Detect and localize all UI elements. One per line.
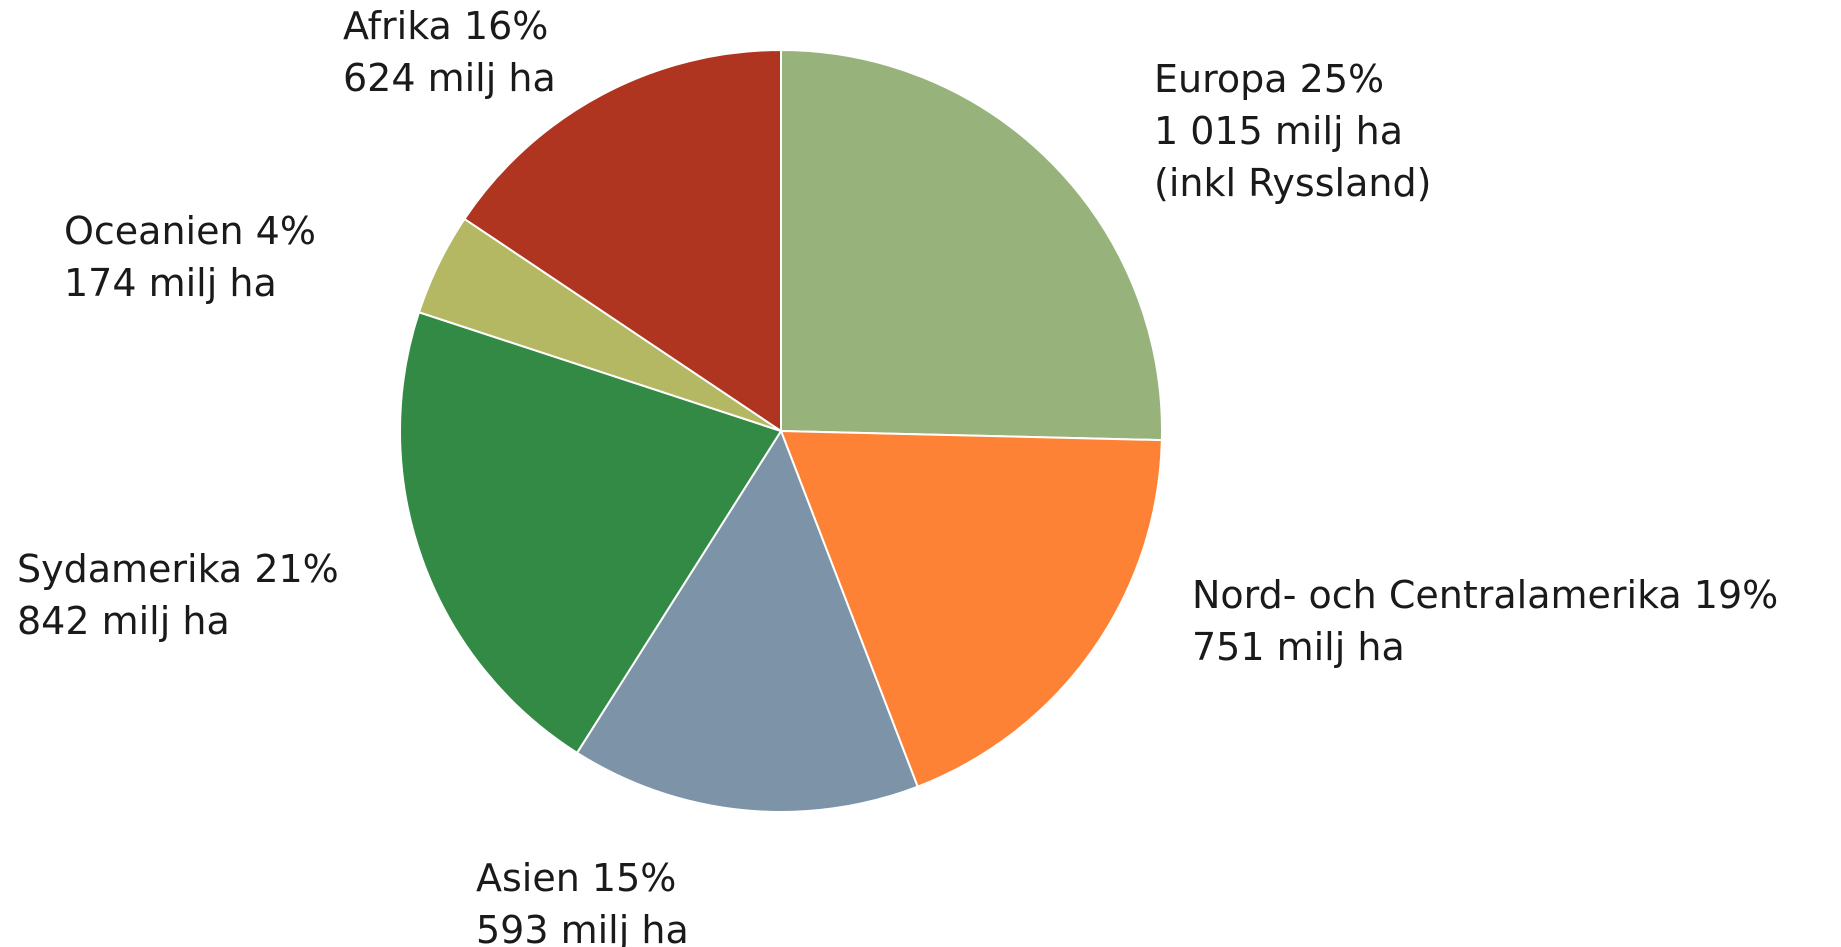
slice-label: Europa 25% (1154, 57, 1384, 101)
category-label: Europa (1154, 57, 1288, 101)
value-label: 624 milj ha (343, 56, 556, 100)
category-label: Nord- och Centralamerika (1192, 573, 1682, 617)
value-label: 842 milj ha (17, 599, 230, 643)
annotation: (inkl Ryssland) (1154, 161, 1431, 205)
slice-label: Afrika 16% (343, 4, 548, 48)
slice-label: Asien 15% (476, 856, 676, 900)
pie-slice (399, 310, 783, 755)
pie-slice (779, 429, 1163, 788)
value-label: 174 milj ha (64, 261, 277, 305)
percent-label: 4% (256, 209, 316, 253)
value-label: 593 milj ha (476, 908, 689, 947)
category-label: Oceanien (64, 209, 244, 253)
value-label: 751 milj ha (1192, 625, 1405, 669)
category-label: Sydamerika (17, 547, 242, 591)
percent-label: 21% (254, 547, 338, 591)
category-label: Afrika (343, 4, 452, 48)
percent-label: 25% (1300, 57, 1384, 101)
pie-slice (575, 428, 919, 813)
value-label: 1 015 milj ha (1154, 109, 1403, 153)
pie-slice (463, 48, 782, 433)
percent-label: 15% (592, 856, 676, 900)
pie-slice (780, 48, 1163, 442)
slice-label: Oceanien 4% (64, 209, 316, 253)
percent-label: 19% (1694, 573, 1778, 617)
category-label: Asien (476, 856, 580, 900)
percent-label: 16% (464, 4, 548, 48)
slice-label: Sydamerika 21% (17, 547, 339, 591)
slice-label: Nord- och Centralamerika 19% (1192, 573, 1778, 617)
